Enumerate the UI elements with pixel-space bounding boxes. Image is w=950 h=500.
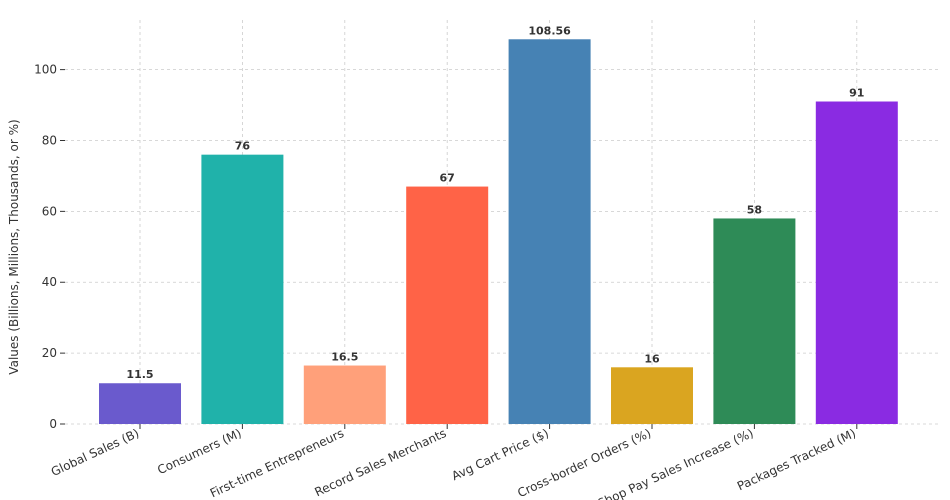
y-tick-label: 20 <box>42 346 57 360</box>
x-tick-label: Avg Cart Price ($) <box>450 426 551 483</box>
bar <box>508 39 591 424</box>
bar <box>406 186 489 424</box>
value-label: 76 <box>235 140 251 153</box>
x-tick-label: Global Sales (B) <box>49 426 141 479</box>
bar <box>201 154 284 424</box>
bar <box>611 367 693 424</box>
y-tick-label: 60 <box>42 204 57 218</box>
x-tick-label: Shop Pay Sales Increase (%) <box>596 426 756 500</box>
bar <box>99 383 181 424</box>
value-label: 16.5 <box>331 351 358 364</box>
y-tick-label: 40 <box>42 275 57 289</box>
y-tick-label: 0 <box>49 417 57 431</box>
bar <box>815 101 898 424</box>
bar <box>713 218 796 424</box>
value-label: 16 <box>644 352 660 365</box>
y-tick-label: 80 <box>42 133 57 147</box>
value-label: 91 <box>849 87 864 100</box>
value-label: 67 <box>440 172 455 185</box>
value-label: 108.56 <box>528 24 571 37</box>
bar <box>303 365 386 424</box>
y-axis-label: Values (Billions, Millions, Thousands, o… <box>7 119 21 374</box>
value-label: 58 <box>747 203 762 216</box>
x-tick-label: Consumers (M) <box>155 426 243 477</box>
y-tick-label: 100 <box>34 63 57 77</box>
value-label: 11.5 <box>126 368 153 381</box>
